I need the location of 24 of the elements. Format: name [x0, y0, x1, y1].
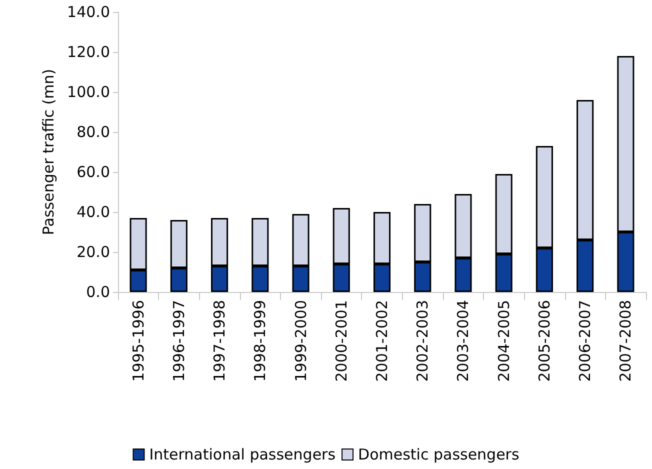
x-tick-label: 1998-1999 [251, 300, 270, 382]
x-tick-label: 2004-2005 [494, 300, 513, 382]
x-tick-label: 2006-2007 [576, 300, 594, 382]
y-tick-label: 0.0 [86, 283, 110, 301]
x-tick-label: 2002-2003 [414, 300, 432, 382]
y-tick-label: 40.0 [76, 203, 110, 221]
x-tick-label: 1996-1997 [170, 300, 188, 382]
y-tick-label: 80.0 [76, 123, 110, 141]
x-tick-label: 1995-1996 [129, 300, 148, 382]
legend-label: Domestic passengers [358, 446, 520, 464]
y-tick-label: 140.0 [67, 3, 110, 21]
legend-label: International passengers [149, 446, 336, 464]
x-tick-label: 2007-2008 [616, 300, 635, 382]
x-tick-label: 1997-1998 [210, 300, 229, 382]
x-tick-label: 2003-2004 [454, 300, 472, 382]
y-tick-label: 120.0 [67, 43, 110, 61]
x-tick-label: 1999-2000 [292, 300, 310, 382]
y-tick-label: 100.0 [67, 83, 110, 101]
x-tick-label: 2005-2006 [535, 300, 554, 382]
y-tick-label: 60.0 [76, 163, 110, 181]
y-tick-label: 20.0 [76, 243, 110, 261]
y-axis-title: Passenger traffic (mn) [40, 68, 58, 236]
x-tick-label: 2001-2002 [373, 300, 391, 382]
x-tick-label: 2000-2001 [332, 300, 350, 382]
